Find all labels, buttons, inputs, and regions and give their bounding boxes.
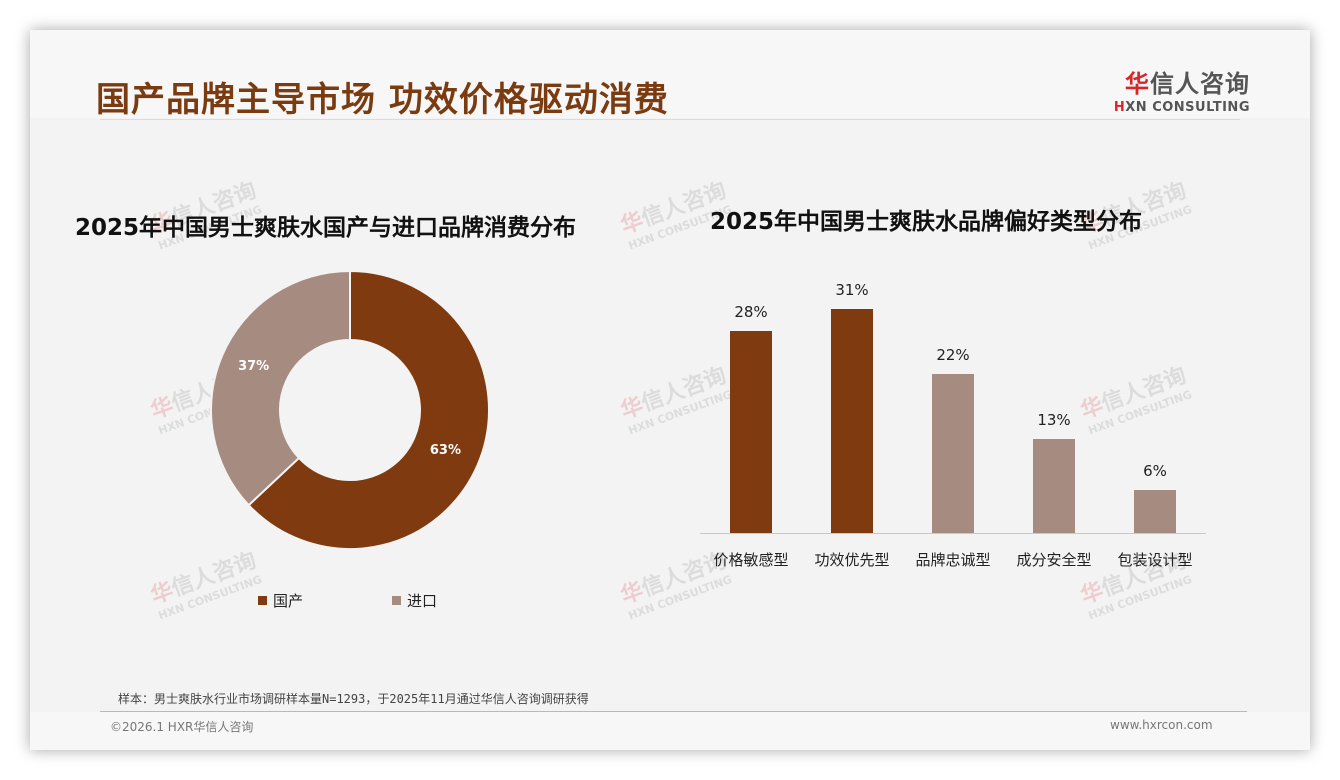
- legend-item-imported: 进口: [392, 590, 437, 611]
- website-link[interactable]: www.hxrcon.com: [1110, 718, 1213, 732]
- bar-value-label: 6%: [1143, 461, 1167, 480]
- bar-category-label: 成分安全型: [1016, 551, 1092, 569]
- logo-cn-rest: 信人咨询: [1150, 70, 1250, 98]
- footer-band: [30, 712, 1310, 750]
- footer-divider: [100, 711, 1247, 712]
- sample-note: 样本：男士爽肤水行业市场调研样本量N=1293，于2025年11月通过华信人咨询…: [118, 692, 589, 706]
- logo-en: HXN CONSULTING: [1110, 100, 1250, 115]
- page-title: 国产品牌主导市场 功效价格驱动消费: [96, 80, 669, 120]
- bar-category-label: 包装设计型: [1117, 551, 1193, 569]
- donut-chart: 63% 37%: [210, 269, 490, 550]
- logo-en-rest: XN CONSULTING: [1125, 100, 1250, 115]
- logo-en-accent: H: [1113, 100, 1126, 115]
- bar-value-label: 13%: [1037, 411, 1071, 430]
- legend-item-domestic: 国产: [258, 590, 303, 611]
- bar-chart-title: 2025年中国男士爽肤水品牌偏好类型分布: [710, 209, 1143, 235]
- bar-value-label: 28%: [734, 302, 768, 321]
- legend-swatch-domestic: [258, 596, 267, 605]
- legend-label-domestic: 国产: [273, 592, 304, 610]
- bar-price-sensitive: [730, 330, 772, 533]
- slide: 国产品牌主导市场 功效价格驱动消费 华信人咨询 HXN CONSULTING 华…: [30, 30, 1310, 750]
- donut-chart-title: 2025年中国男士爽肤水国产与进口品牌消费分布: [75, 215, 577, 241]
- bar-value-label: 22%: [936, 346, 970, 365]
- donut-slice: [210, 269, 351, 507]
- legend-label-imported: 进口: [407, 592, 438, 610]
- company-logo: 华信人咨询 HXN CONSULTING: [1110, 64, 1250, 115]
- bar-efficacy-first: [831, 309, 873, 533]
- donut-svg: [210, 269, 490, 550]
- x-axis-line: [700, 533, 1206, 534]
- donut-value-label-domestic: 63%: [429, 442, 462, 458]
- bar-ingredient-safety: [1033, 439, 1075, 533]
- legend-swatch-imported: [392, 596, 401, 605]
- bar-category-label: 价格敏感型: [713, 551, 789, 569]
- bar-value-label: 31%: [835, 281, 869, 299]
- bar-packaging-design: [1134, 489, 1176, 533]
- logo-cn-accent: 华: [1125, 70, 1150, 98]
- donut-slice: [247, 269, 490, 550]
- bar-category-label: 功效优先型: [814, 551, 890, 569]
- bar-brand-loyal: [932, 374, 974, 533]
- bar-category-label: 品牌忠诚型: [915, 551, 991, 569]
- donut-value-label-imported: 37%: [238, 359, 270, 375]
- copyright: ©2026.1 HXR华信人咨询: [110, 720, 254, 734]
- logo-cn: 华信人咨询: [1110, 64, 1250, 99]
- header-divider: [100, 119, 1240, 120]
- header-band: [30, 30, 1310, 118]
